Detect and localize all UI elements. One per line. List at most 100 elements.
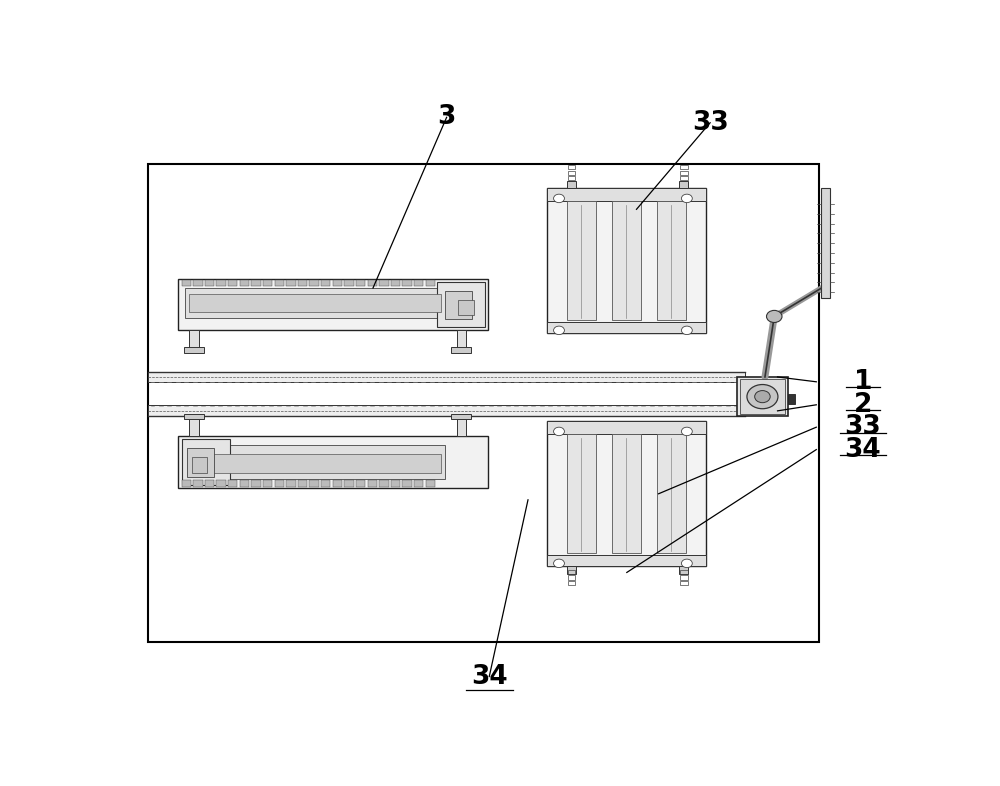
Bar (547, 188, 706, 333)
Bar (547, 556, 706, 567)
Bar (178, 279, 488, 330)
Bar (426, 480, 435, 487)
Bar (568, 176, 575, 180)
Bar (567, 567, 576, 574)
Bar (216, 480, 226, 487)
Bar (612, 435, 641, 553)
Text: 1: 1 (854, 369, 872, 395)
Bar (612, 201, 641, 320)
Bar (568, 570, 575, 575)
Bar (187, 448, 214, 477)
Circle shape (767, 310, 782, 322)
Bar (568, 171, 575, 174)
Bar (182, 439, 230, 485)
Bar (547, 421, 706, 567)
Bar (275, 480, 284, 487)
Bar (547, 188, 706, 201)
Text: 33: 33 (692, 110, 728, 136)
Circle shape (554, 194, 564, 203)
Bar (547, 322, 706, 333)
Bar (275, 280, 284, 286)
Bar (680, 575, 688, 580)
Bar (193, 280, 202, 286)
Circle shape (681, 326, 692, 335)
Bar (680, 581, 688, 585)
Bar (821, 188, 830, 298)
Bar (286, 480, 296, 487)
Text: 34: 34 (844, 436, 881, 463)
Bar (228, 480, 237, 487)
Bar (148, 406, 745, 417)
Text: 3: 3 (437, 105, 456, 130)
Bar (567, 201, 596, 320)
Bar (189, 330, 199, 348)
Circle shape (554, 559, 564, 567)
Bar (148, 372, 745, 383)
Bar (185, 446, 445, 479)
Bar (547, 421, 706, 435)
Bar (788, 394, 795, 405)
Bar (391, 280, 400, 286)
Bar (321, 480, 330, 487)
Bar (185, 288, 445, 318)
Bar (391, 480, 400, 487)
Bar (680, 176, 688, 180)
Circle shape (755, 391, 770, 402)
Circle shape (747, 384, 778, 409)
Bar (568, 581, 575, 585)
Bar (309, 480, 319, 487)
Bar (178, 436, 488, 487)
Bar (263, 480, 272, 487)
Bar (568, 165, 575, 169)
Bar (251, 280, 261, 286)
Bar (458, 300, 474, 315)
Bar (148, 164, 819, 642)
Bar (189, 419, 199, 436)
Bar (192, 457, 207, 472)
Bar (437, 282, 485, 327)
Bar (379, 480, 389, 487)
Bar (426, 280, 435, 286)
Bar (356, 280, 365, 286)
Bar (333, 480, 342, 487)
Bar (368, 480, 377, 487)
Circle shape (681, 194, 692, 203)
Bar (240, 480, 249, 487)
Bar (451, 347, 471, 353)
Bar (379, 280, 389, 286)
Bar (657, 435, 686, 553)
Bar (240, 280, 249, 286)
Bar (216, 280, 226, 286)
Bar (445, 291, 472, 319)
Bar (356, 480, 365, 487)
Bar (182, 280, 191, 286)
Bar (286, 280, 296, 286)
Bar (680, 171, 688, 174)
Bar (182, 480, 191, 487)
Bar (184, 414, 204, 419)
Bar (298, 480, 307, 487)
Bar (193, 480, 202, 487)
Bar (189, 294, 441, 312)
Bar (680, 570, 688, 575)
Bar (368, 280, 377, 286)
Bar (263, 280, 272, 286)
Bar (205, 480, 214, 487)
Bar (205, 280, 214, 286)
Bar (451, 414, 471, 419)
Text: 33: 33 (844, 414, 881, 440)
Bar (457, 419, 466, 436)
Bar (402, 280, 412, 286)
Bar (737, 377, 788, 417)
Bar (414, 280, 423, 286)
Bar (344, 480, 354, 487)
Circle shape (681, 559, 692, 567)
Text: 2: 2 (854, 391, 872, 418)
Bar (568, 575, 575, 580)
Bar (567, 181, 576, 188)
Bar (457, 330, 466, 348)
Bar (251, 480, 261, 487)
Circle shape (554, 428, 564, 435)
Bar (333, 280, 342, 286)
Circle shape (554, 326, 564, 335)
